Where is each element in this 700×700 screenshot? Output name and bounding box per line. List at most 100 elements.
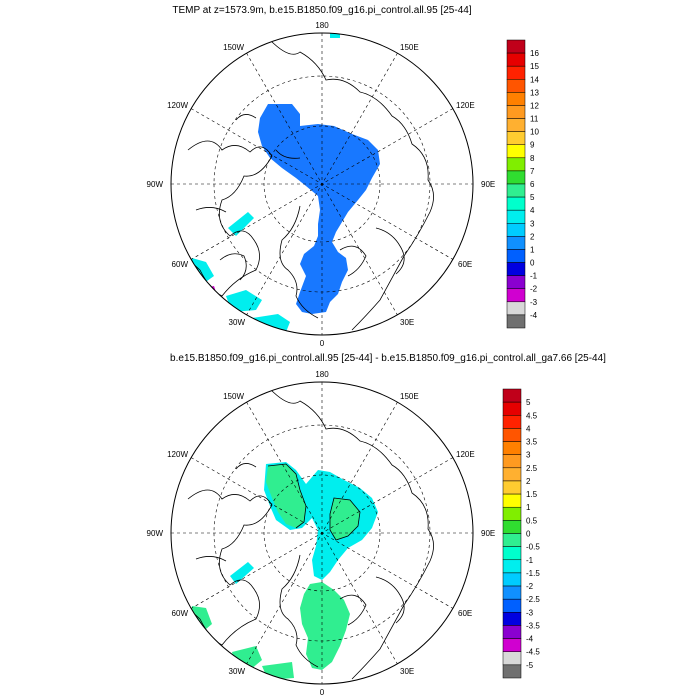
map-bottom-boundary <box>170 381 474 685</box>
colorbar-swatch <box>502 388 522 403</box>
colorbar-swatch <box>506 105 526 119</box>
lon-label: 30W <box>229 318 246 327</box>
colorbar-swatch <box>506 52 526 67</box>
lon-labels-bottom: 180 0 90W 90E 150W 120W 150E 120E 60W 30… <box>147 370 496 697</box>
colorbar-label: 5 <box>526 398 531 407</box>
colorbar-swatch <box>506 79 526 93</box>
colorbar-label: -5 <box>526 661 534 670</box>
lon-label: 30E <box>400 318 414 327</box>
colorbar-swatch <box>506 157 526 172</box>
lon-label: 60W <box>172 260 189 269</box>
colorbar-swatch <box>506 65 526 80</box>
colorbar-swatch <box>506 196 526 211</box>
colorbar-bottom: 5 4.5 4 3.5 3 2.5 2 1.5 1 0.5 0 -0.5 -1 -1.5 -2 -2.5 -3 -… <box>502 388 540 679</box>
lon-label: 60E <box>458 609 472 618</box>
cyan-region-sw2 <box>226 290 262 312</box>
panel-top-title: TEMP at z=1573.9m, b.e15.B1850.f09_g16.p… <box>172 5 471 16</box>
colorbar-swatch <box>502 664 522 679</box>
colorbar-label: 3.5 <box>526 438 538 447</box>
colorbar-label: -0.5 <box>526 543 540 552</box>
colorbar-swatch <box>506 39 526 54</box>
cyan-region-west <box>228 212 254 236</box>
colorbar-swatch <box>506 301 526 316</box>
colorbar-swatch <box>502 493 522 508</box>
lon-label: 30E <box>400 667 414 676</box>
panel-bottom: b.e15.B1850.f09_g16.pi_control.all.95 [2… <box>147 353 607 697</box>
green-diff-region-south <box>300 582 350 670</box>
colorbar-label: 4.5 <box>526 411 538 420</box>
colorbar-swatch <box>502 480 522 495</box>
colorbar-label: 2 <box>526 477 531 486</box>
colorbar-label: -3 <box>526 608 534 617</box>
graticule <box>171 382 473 684</box>
lon-label: 90E <box>481 529 495 538</box>
lon-label: 0 <box>320 688 325 697</box>
colorbar-label: 15 <box>530 62 539 71</box>
colorbar-swatch <box>506 131 526 145</box>
colorbar-label: -2 <box>530 285 538 294</box>
colorbar-swatch <box>502 533 522 547</box>
blue-anomaly-region <box>258 104 380 314</box>
lon-label: 60W <box>172 609 189 618</box>
lon-label: 180 <box>315 21 329 30</box>
colorbar-swatch <box>506 288 526 303</box>
colorbar-swatch <box>506 314 526 329</box>
lon-label: 90W <box>147 529 164 538</box>
colorbar-swatch <box>506 223 526 237</box>
lon-label: 150W <box>223 43 244 52</box>
colorbar-swatch <box>506 249 526 263</box>
green-diff-region-west <box>266 464 306 528</box>
colorbar-label: -1 <box>526 556 534 565</box>
map-top <box>171 33 473 335</box>
colorbar-label: 3 <box>530 219 535 228</box>
lon-label: 120W <box>167 450 188 459</box>
colorbar-swatch <box>502 441 522 455</box>
colorbar-swatch <box>506 170 526 185</box>
graticule <box>171 33 473 335</box>
colorbar-label: 14 <box>530 75 539 84</box>
colorbar-swatch <box>502 520 522 534</box>
colorbar-swatch <box>502 428 522 442</box>
colorbar-label: 0 <box>526 530 531 539</box>
colorbar-label: 6 <box>530 180 535 189</box>
colorbar-label: 2 <box>530 232 535 241</box>
colorbar-label: 0 <box>530 259 535 268</box>
lon-label: 30W <box>229 667 246 676</box>
lon-label: 150W <box>223 392 244 401</box>
colorbar-swatch <box>502 415 522 429</box>
colorbar-swatch <box>502 651 522 666</box>
colorbar-label: -3.5 <box>526 621 540 630</box>
colorbar-swatch <box>506 236 526 250</box>
colorbar-label: -2 <box>526 582 534 591</box>
colorbar-label: 1 <box>526 503 531 512</box>
colorbar-label: 13 <box>530 88 539 97</box>
colorbar-label: -3 <box>530 298 538 307</box>
lon-label: 150E <box>400 43 419 52</box>
lon-label: 120E <box>456 450 475 459</box>
colorbar-swatch <box>502 559 522 574</box>
colorbar-label: 4 <box>526 424 531 433</box>
colorbar-swatch <box>502 401 522 416</box>
coastlines <box>175 388 434 680</box>
colorbar-label: -4 <box>530 311 538 320</box>
colorbar-label: 12 <box>530 101 539 110</box>
lon-label: 120W <box>167 101 188 110</box>
colorbar-label: 4 <box>530 206 535 215</box>
lon-label: 180 <box>315 370 329 379</box>
colorbar-swatch <box>506 92 526 106</box>
map-bottom <box>171 382 473 684</box>
colorbar-label: 3 <box>526 451 531 460</box>
colorbar-label: 9 <box>530 141 535 150</box>
colorbar-swatch <box>502 585 522 600</box>
colorbar-swatch <box>506 262 526 276</box>
colorbar-label: 10 <box>530 128 539 137</box>
colorbar-label: 5 <box>530 193 535 202</box>
colorbar-label: 7 <box>530 167 535 176</box>
colorbar-swatch <box>502 454 522 469</box>
lon-labels-top: 180 0 90W 90E 150W 120W 150E 120E 60W 30… <box>147 21 496 348</box>
cyan-diff-region-west <box>230 562 254 584</box>
panel-top: TEMP at z=1573.9m, b.e15.B1850.f09_g16.p… <box>147 5 540 348</box>
lon-label: 0 <box>320 339 325 348</box>
colorbar-label: -1 <box>530 272 538 281</box>
colorbar-swatch <box>506 144 526 159</box>
